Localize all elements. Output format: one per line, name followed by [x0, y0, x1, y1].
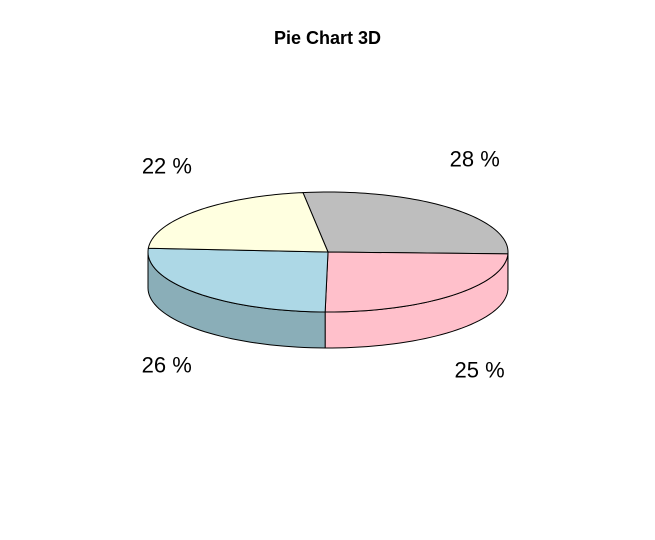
pie-tops — [147, 191, 509, 313]
pie-slice-label-0: 28 % — [450, 146, 500, 171]
pie-slice-top-1 — [324, 251, 509, 313]
pie-slice-top-3 — [147, 192, 329, 253]
pie-slice-label-1: 25 % — [455, 358, 505, 383]
pie-labels: 28 % 25 % 26 % 22 % — [142, 146, 505, 382]
pie-slice-label-2: 26 % — [142, 353, 192, 378]
pie-slice-top-2 — [147, 247, 329, 313]
pie-slice-top-0 — [302, 191, 509, 255]
pie-slice-label-3: 22 % — [142, 153, 192, 178]
chart-title: Pie Chart 3D — [273, 28, 382, 48]
